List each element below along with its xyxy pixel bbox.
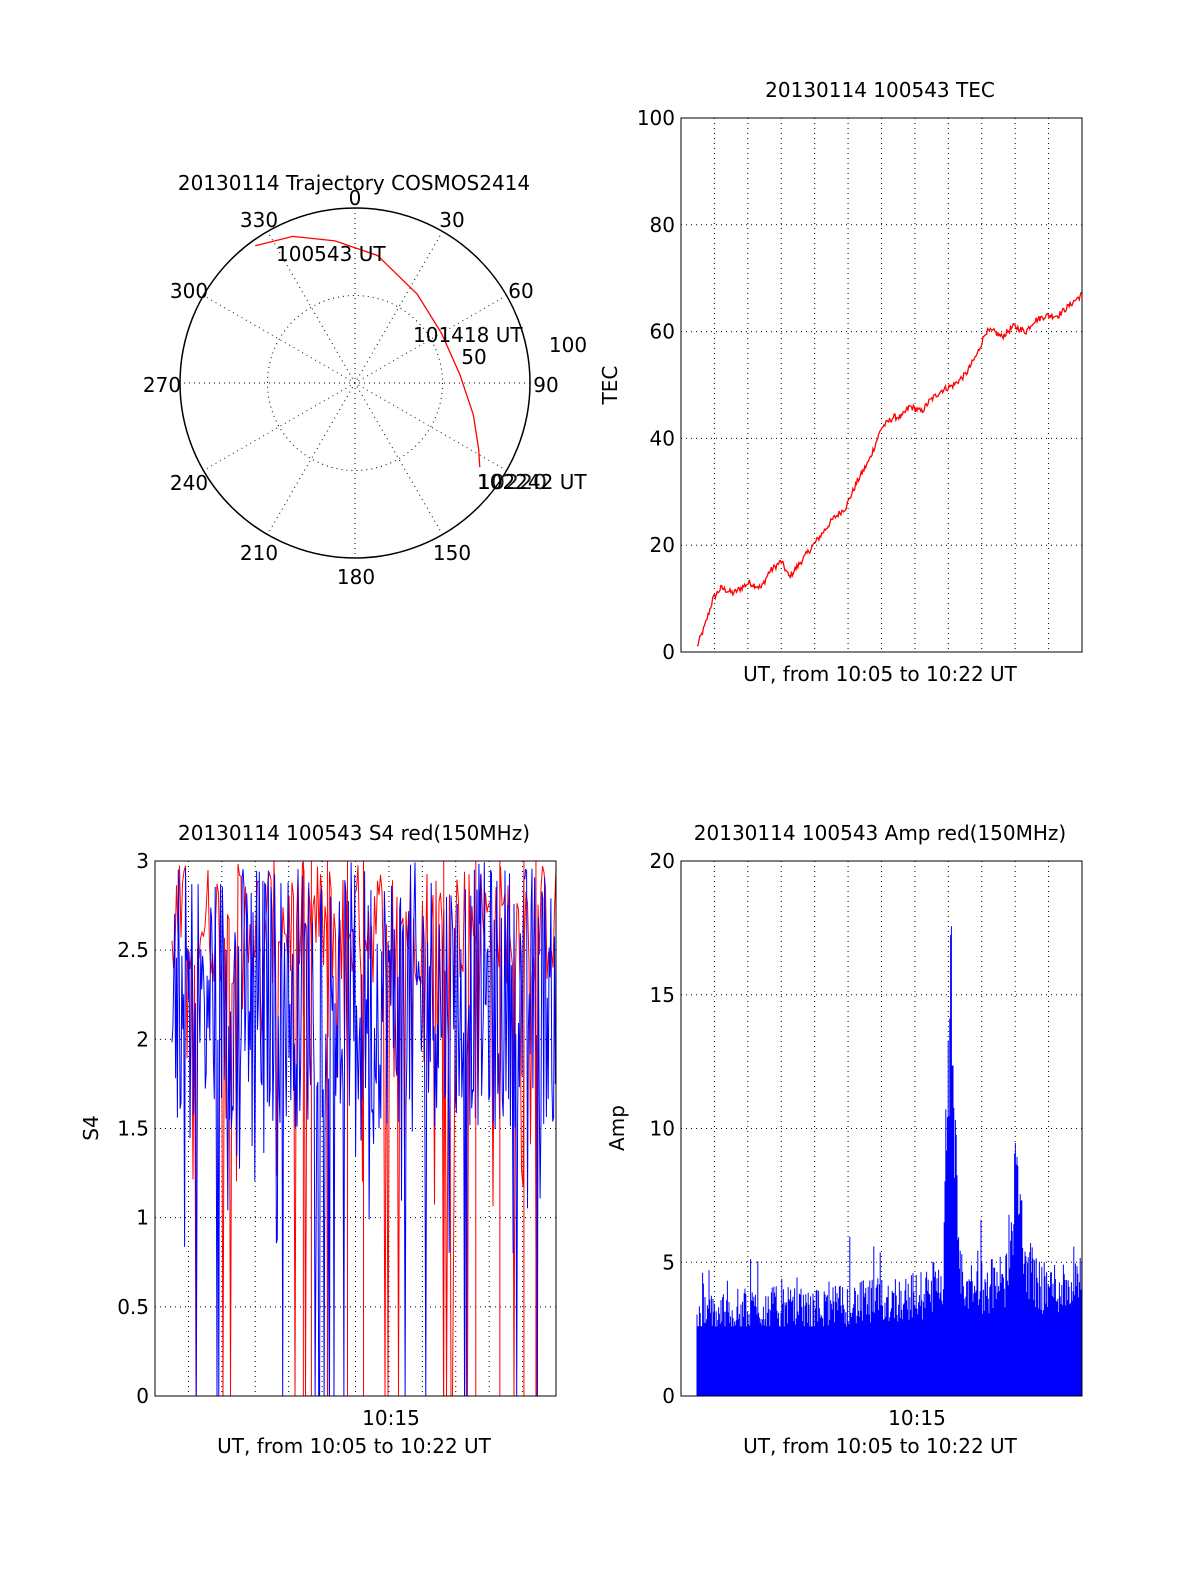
tec-y-ticks: 0 20 40 60 80 100 — [637, 106, 675, 664]
trajectory-start-label: 100543 UT — [276, 242, 386, 266]
s4-ylabel: S4 — [79, 1115, 103, 1140]
angle-label-30: 30 — [439, 208, 464, 232]
amp-title: 20130114 100543 Amp red(150MHz) — [694, 821, 1066, 845]
radius-label-100: 100 — [549, 333, 587, 357]
s4-ytick-label: 3 — [136, 849, 149, 873]
trajectory-end-label-overlap: 10220 — [477, 470, 547, 494]
trajectory-line — [255, 235, 481, 468]
polar-inner-circle — [267, 295, 443, 471]
amp-fill-base — [697, 1326, 1082, 1396]
amp-ytick-label: 0 — [662, 1384, 675, 1408]
angle-label-180: 180 — [337, 565, 375, 589]
angle-label-60: 60 — [508, 279, 533, 303]
angle-label-330: 330 — [240, 208, 278, 232]
amp-ytick-label: 20 — [650, 849, 675, 873]
trajectory-end-label: 102242 UT — [477, 470, 587, 494]
polar-chart: 20130114 Trajectory COSMOS2414 0 30 60 9… — [143, 171, 587, 589]
amp-y-ticks: 0 5 10 15 20 — [650, 849, 675, 1408]
amp-xlabel: UT, from 10:05 to 10:22 UT — [743, 1434, 1018, 1458]
amp-xtick-1015: 10:15 — [888, 1406, 946, 1430]
tec-title: 20130114 100543 TEC — [765, 78, 995, 102]
polar-spokes — [180, 208, 530, 558]
amp-ytick-label: 10 — [650, 1117, 675, 1141]
angle-label-0: 0 — [349, 186, 362, 210]
angle-label-210: 210 — [240, 541, 278, 565]
s4-xtick-1015: 10:15 — [362, 1406, 420, 1430]
tec-ytick-label: 80 — [650, 213, 675, 237]
amp-ytick-label: 5 — [662, 1250, 675, 1274]
tec-ylabel: TEC — [598, 366, 622, 406]
angle-label-240: 240 — [170, 471, 208, 495]
amp-blue-series — [696, 926, 1083, 1396]
tec-ytick-label: 100 — [637, 106, 675, 130]
angle-label-270: 270 — [143, 373, 181, 397]
angle-label-150: 150 — [433, 541, 471, 565]
s4-ytick-label: 0.5 — [117, 1295, 149, 1319]
radius-label-50: 50 — [461, 345, 486, 369]
amp-ytick-label: 15 — [650, 983, 675, 1007]
tec-series-line — [696, 291, 1082, 647]
amp-plot-frame — [680, 860, 1083, 1397]
s4-ytick-label: 1.5 — [117, 1117, 149, 1141]
s4-series — [171, 861, 557, 1397]
tec-plot-frame — [680, 117, 1083, 653]
amp-chart: 20130114 100543 Amp red(150MHz) 0 5 10 15 20… — [605, 821, 1083, 1458]
s4-ytick-label: 2 — [136, 1027, 149, 1051]
tec-grid — [681, 118, 1082, 652]
s4-chart: 20130114 100543 S4 red(150MHz) 0 0.5 1 1.5 2… — [79, 821, 557, 1458]
amp-series — [696, 926, 1083, 1396]
tec-ytick-label: 40 — [650, 426, 675, 450]
tec-xlabel: UT, from 10:05 to 10:22 UT — [743, 662, 1018, 686]
amp-ylabel: Amp — [605, 1105, 629, 1151]
angle-label-90: 90 — [533, 373, 558, 397]
angle-label-300: 300 — [170, 279, 208, 303]
s4-y-ticks: 0 0.5 1 1.5 2 2.5 3 — [117, 849, 149, 1408]
s4-ytick-label: 0 — [136, 1384, 149, 1408]
s4-ytick-label: 2.5 — [117, 938, 149, 962]
s4-xlabel: UT, from 10:05 to 10:22 UT — [217, 1434, 492, 1458]
tec-chart: 20130114 100543 TEC 0 20 40 60 80 100 UT, fro… — [598, 78, 1083, 686]
tec-ytick-label: 60 — [650, 320, 675, 344]
polar-spoke — [267, 231, 443, 535]
s4-title: 20130114 100543 S4 red(150MHz) — [178, 821, 530, 845]
tec-ytick-label: 0 — [662, 640, 675, 664]
s4-plot-frame — [154, 860, 557, 1397]
tec-ytick-label: 20 — [650, 533, 675, 557]
polar-title: 20130114 Trajectory COSMOS2414 — [178, 171, 530, 195]
polar-angle-labels: 0 30 60 90 150 180 210 240 270 300 330 — [143, 186, 559, 589]
trajectory-mid-label: 101418 UT — [413, 323, 523, 347]
s4-ytick-label: 1 — [136, 1206, 149, 1230]
